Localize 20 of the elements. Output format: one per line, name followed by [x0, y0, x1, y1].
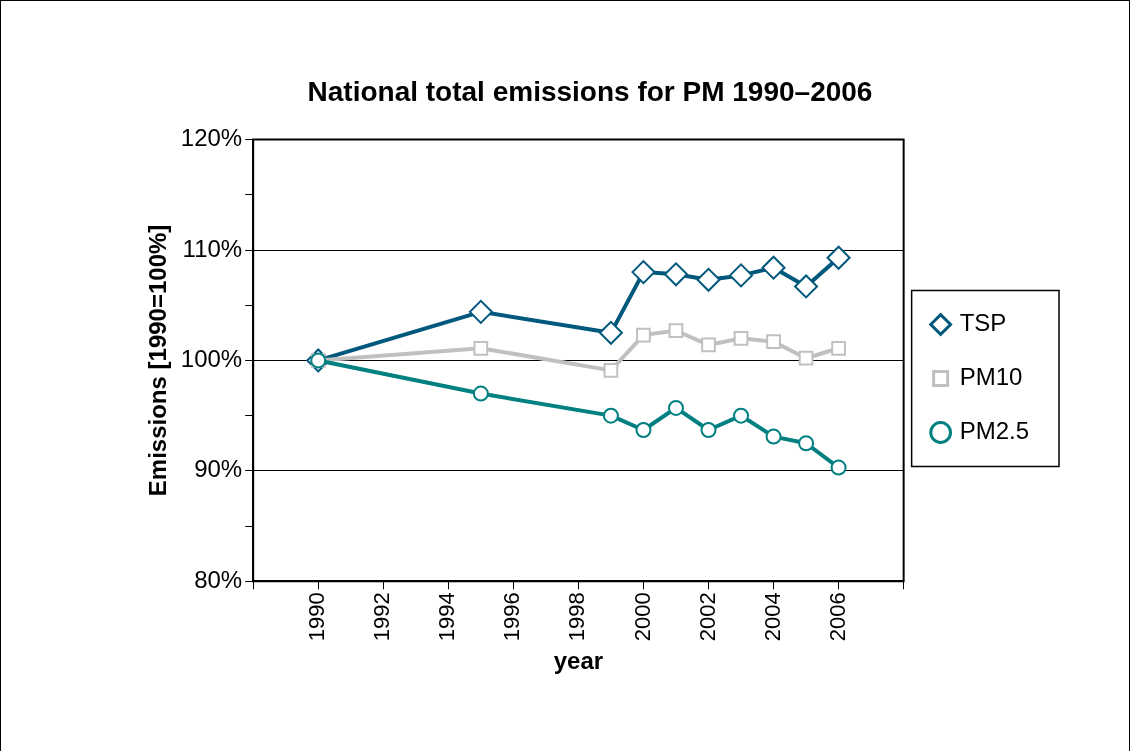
x-tick-label: 2006 [824, 592, 850, 642]
x-tick-label: 1996 [499, 592, 525, 642]
y-tick-label: 120% [180, 124, 243, 152]
x-tick-label: 1998 [564, 592, 590, 642]
legend-label: PM2.5 [959, 417, 1030, 445]
x-axis-title: year [553, 647, 604, 675]
y-axis-title: Emissions [1990=100%] [144, 224, 172, 497]
y-tick-label: 100% [180, 345, 243, 373]
y-tick-label: 90% [194, 455, 243, 483]
y-tick-label: 110% [182, 234, 243, 262]
x-tick-label: 2002 [694, 592, 720, 642]
chart-title: National total emissions for PM 1990–2006 [307, 75, 873, 107]
x-tick-label: 1994 [434, 592, 460, 642]
x-tick-label: 1990 [304, 592, 330, 642]
x-tick-label: 2004 [759, 592, 785, 642]
x-tick-label: 1992 [369, 592, 395, 642]
legend-label: PM10 [959, 363, 1023, 391]
y-tick-label: 80% [194, 565, 243, 593]
legend-label: TSP [959, 309, 1007, 337]
x-tick-label: 2000 [629, 592, 655, 642]
